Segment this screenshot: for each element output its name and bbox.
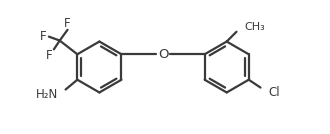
Text: Cl: Cl xyxy=(268,86,280,99)
Text: F: F xyxy=(64,17,71,30)
Text: H₂N: H₂N xyxy=(36,88,58,101)
Text: F: F xyxy=(40,30,47,43)
Text: O: O xyxy=(158,48,168,61)
Text: CH₃: CH₃ xyxy=(244,22,265,32)
Text: F: F xyxy=(46,49,52,62)
